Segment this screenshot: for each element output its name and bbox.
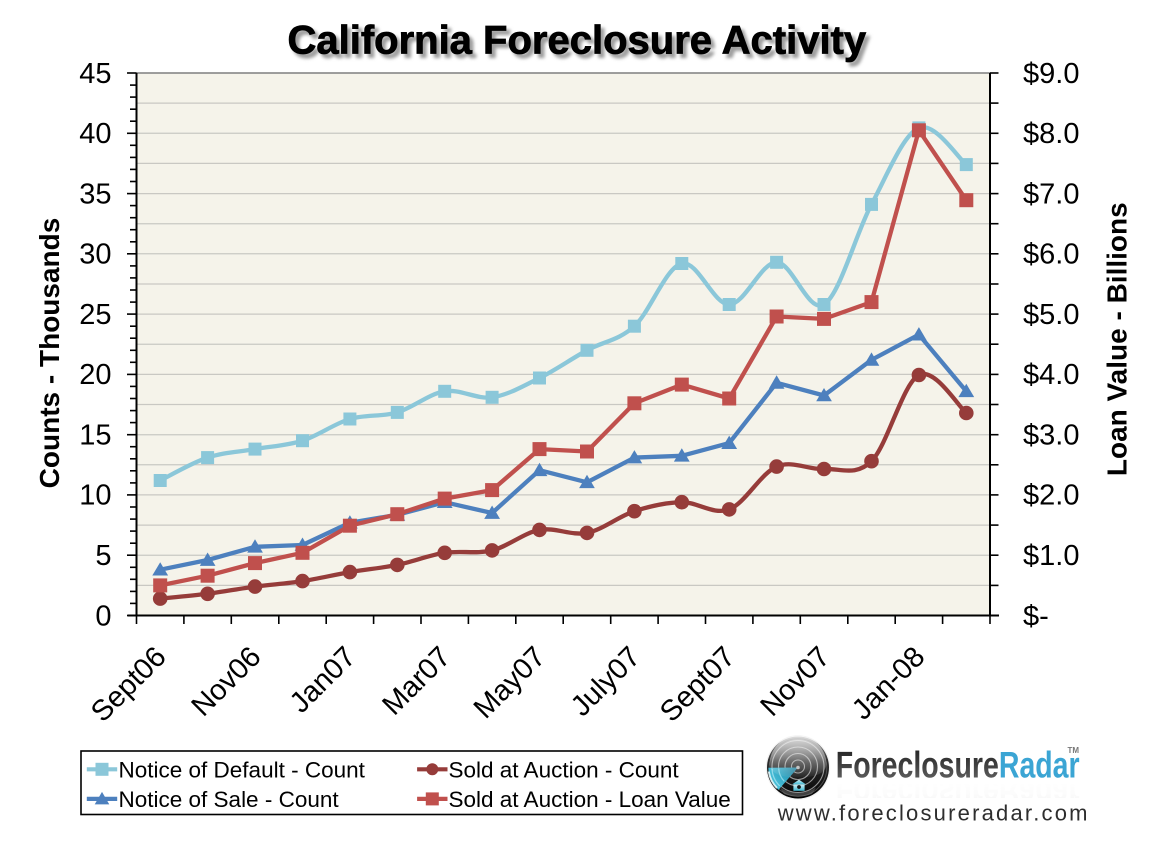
svg-text:10: 10 bbox=[79, 480, 111, 512]
svg-text:$9.0: $9.0 bbox=[1023, 58, 1079, 90]
svg-text:$7.0: $7.0 bbox=[1023, 178, 1079, 210]
svg-text:California Foreclosure Activit: California Foreclosure Activity bbox=[291, 22, 870, 66]
svg-text:15: 15 bbox=[79, 420, 111, 452]
svg-text:California Foreclosure Activit: California Foreclosure Activity bbox=[287, 19, 866, 63]
svg-text:$4.0: $4.0 bbox=[1023, 359, 1079, 391]
svg-text:$-: $- bbox=[1023, 600, 1049, 632]
svg-text:Loan Value - Billions: Loan Value - Billions bbox=[1102, 202, 1133, 476]
svg-text:$3.0: $3.0 bbox=[1023, 420, 1079, 452]
svg-text:TM: TM bbox=[1068, 746, 1080, 755]
svg-text:Sold at Auction - Count: Sold at Auction - Count bbox=[449, 758, 680, 783]
svg-text:5: 5 bbox=[95, 540, 111, 572]
svg-text:Counts - Thousands: Counts - Thousands bbox=[34, 218, 65, 489]
svg-text:$1.0: $1.0 bbox=[1023, 540, 1079, 572]
svg-text:30: 30 bbox=[79, 239, 111, 271]
svg-text:www.foreclosureradar.com: www.foreclosureradar.com bbox=[777, 801, 1090, 826]
svg-text:$6.0: $6.0 bbox=[1023, 239, 1079, 271]
svg-text:Notice of Default - Count: Notice of Default - Count bbox=[119, 758, 366, 783]
svg-text:45: 45 bbox=[79, 58, 111, 90]
svg-text:ForeclosureRadar: ForeclosureRadar bbox=[836, 773, 1080, 814]
svg-text:20: 20 bbox=[79, 359, 111, 391]
svg-text:0: 0 bbox=[95, 600, 111, 632]
svg-text:25: 25 bbox=[79, 299, 111, 331]
svg-text:35: 35 bbox=[79, 178, 111, 210]
svg-text:Sold at Auction - Loan Value: Sold at Auction - Loan Value bbox=[449, 787, 731, 812]
svg-text:$8.0: $8.0 bbox=[1023, 118, 1079, 150]
svg-text:$5.0: $5.0 bbox=[1023, 299, 1079, 331]
svg-text:$2.0: $2.0 bbox=[1023, 480, 1079, 512]
svg-text:ForeclosureRadar: ForeclosureRadar bbox=[836, 744, 1080, 785]
svg-text:Notice of Sale - Count: Notice of Sale - Count bbox=[119, 787, 340, 812]
svg-text:40: 40 bbox=[79, 118, 111, 150]
